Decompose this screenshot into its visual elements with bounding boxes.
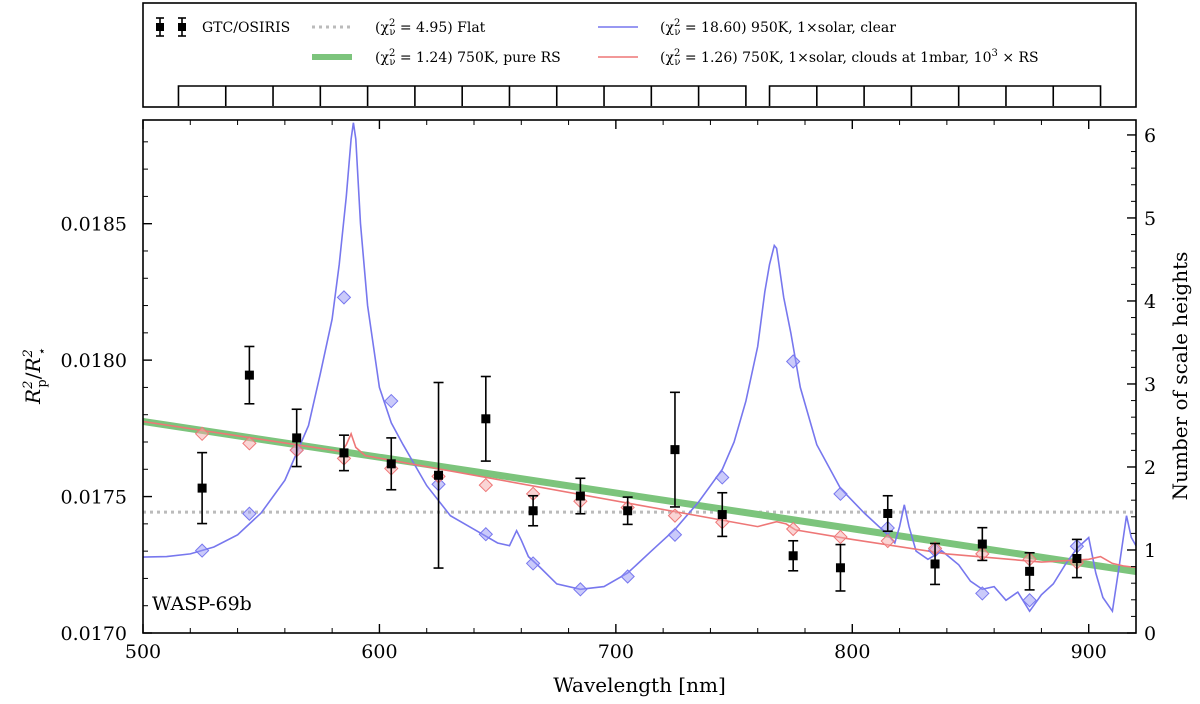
plot-frame <box>142 119 1137 634</box>
data-point <box>835 563 845 573</box>
data-point <box>977 539 987 549</box>
model-marker-750k-clouds-binned <box>478 477 494 493</box>
model-marker-950k-clear-binned <box>833 486 848 502</box>
model-marker-950k-clear-binned <box>194 543 210 558</box>
legend-label-gtc: GTC/OSIRIS <box>202 20 290 36</box>
model-marker-950k-clear-binned <box>620 569 635 584</box>
legend-entry-gtc: GTC/OSIRIS <box>156 17 290 37</box>
model-marker-950k-clear-binned <box>384 393 399 409</box>
data-point <box>670 445 680 455</box>
legend-entry-750k-rs: (χ2 ν = 1.24) 750K, pure RS <box>312 48 561 68</box>
x-tick-label: 700 <box>598 641 634 663</box>
legend-label-950k-clear: (χ2 ν = 18.60) 950K, 1×solar, clear <box>660 18 896 38</box>
x-tick-label: 500 <box>125 641 161 663</box>
legend-label-flat: (χ2 ν = 4.95) Flat <box>375 18 486 38</box>
y2-tick-label: 1 <box>1144 540 1156 562</box>
model-marker-950k-clear-binned <box>242 506 257 521</box>
model-marker-750k-clouds-binned <box>833 529 848 545</box>
legend-frame <box>142 2 1137 108</box>
data-point <box>481 414 491 424</box>
plot-series <box>143 122 1136 614</box>
model-marker-750k-clouds-binned <box>194 426 210 442</box>
y-tick-label: 0.0185 <box>61 214 127 236</box>
data-point <box>788 551 798 561</box>
data-point <box>575 491 585 501</box>
data-point <box>883 508 893 518</box>
data-point <box>717 510 727 520</box>
model-marker-950k-clear-binned <box>785 354 801 369</box>
x-tick-label: 800 <box>834 641 870 663</box>
axes: 500 600 700 800 900 0.0170 0.0175 0.0180 0.0185 0… <box>61 120 1156 663</box>
legend-panel: GTC/OSIRIS (χ2 ν = 4.95) Flat (χ2 ν = 18.6… <box>142 2 1137 108</box>
wavelength-bins <box>177 85 1102 106</box>
y-tick-label: 0.0175 <box>61 487 127 509</box>
data-point <box>1072 554 1082 564</box>
data-point <box>930 559 940 569</box>
model-marker-950k-clear-binned <box>667 527 683 542</box>
model-marker-950k-clear-binned <box>525 556 541 571</box>
model-marker-750k-clouds-binned <box>667 508 683 523</box>
y-axis-label: R2p/R2⋆ <box>21 348 50 405</box>
model-marker-950k-clear-binned <box>573 582 588 597</box>
x-axis-label: Wavelength [nm] <box>553 673 726 697</box>
data-point <box>1025 566 1035 576</box>
y-tick-label: 0.0170 <box>61 623 127 645</box>
y-tick-label: 0.0180 <box>61 350 127 372</box>
model-marker-950k-clear-binned <box>1022 593 1037 608</box>
legend-entry-flat: (χ2 ν = 4.95) Flat <box>312 18 486 38</box>
y2-tick-label: 2 <box>1144 457 1156 479</box>
x-tick-label: 600 <box>361 641 397 663</box>
bin-outline-2 <box>768 85 1102 106</box>
model-marker-950k-clear-binned <box>715 470 730 485</box>
legend-label-750k-rs: (χ2 ν = 1.24) 750K, pure RS <box>375 48 561 68</box>
model-marker-750k-clouds-binned <box>785 521 801 537</box>
model-marker-950k-clear-binned <box>336 290 352 305</box>
y2-tick-label: 5 <box>1144 208 1156 230</box>
y2-tick-label: 3 <box>1144 374 1156 396</box>
plot-markers <box>194 290 1085 608</box>
y2-tick-label: 0 <box>1144 623 1156 645</box>
data-point <box>528 506 538 516</box>
series-line-950k-clear <box>143 122 1136 614</box>
legend-label-750k-clouds: (χ2 ν = 1.26) 750K, 1×solar, clouds at 1m… <box>660 48 1039 68</box>
legend-entry-750k-clouds: (χ2 ν = 1.26) 750K, 1×solar, clouds at 1m… <box>598 48 1039 68</box>
data-point <box>292 433 302 443</box>
y2-tick-label: 6 <box>1144 125 1156 147</box>
model-marker-950k-clear-binned <box>975 586 990 601</box>
model-marker-950k-clear-binned <box>478 527 494 542</box>
y2-axis-label: Number of scale heights <box>1168 252 1192 501</box>
data-point <box>386 459 396 469</box>
model-marker-750k-clouds-binned <box>880 533 895 549</box>
model-marker-750k-clouds-binned <box>242 436 257 451</box>
data-point <box>434 470 444 480</box>
data-point <box>197 483 207 493</box>
x-tick-label: 900 <box>1071 641 1107 663</box>
data-point <box>244 370 254 380</box>
data-point <box>623 506 633 516</box>
data-point <box>339 448 349 458</box>
y2-tick-label: 4 <box>1144 291 1156 313</box>
legend-entry-950k-clear: (χ2 ν = 18.60) 950K, 1×solar, clear <box>598 18 896 38</box>
planet-label: WASP-69b <box>152 593 252 615</box>
